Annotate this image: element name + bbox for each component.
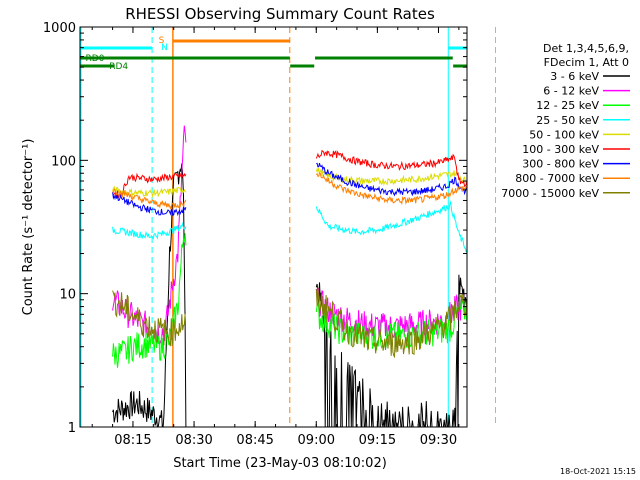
- y-axis: 1 10 100 1000: [43, 21, 467, 436]
- legend-entry-label: 12 - 25 keV: [536, 99, 599, 112]
- x-tick-label: 08:15: [114, 433, 151, 448]
- chart-title: RHESSI Observing Summary Count Rates: [125, 5, 435, 23]
- y-tick-label: 1000: [43, 21, 76, 36]
- legend-header-line: Det 1,3,4,5,6,9,: [543, 42, 629, 55]
- y-tick-label: 1: [68, 421, 76, 436]
- x-axis-label: Start Time (23-May-03 08:10:02): [173, 456, 387, 471]
- y-tick-label: 10: [59, 288, 76, 303]
- legend-entry-label: 3 - 6 keV: [550, 70, 599, 83]
- annotation-label: RD0: [86, 54, 105, 64]
- annotation-label: RD4: [109, 62, 128, 72]
- x-axis: 08:15 08:30 08:45 09:00 09:15 09:30: [91, 27, 460, 448]
- series-line: [112, 200, 468, 290]
- legend-entry-label: 25 - 50 keV: [536, 114, 599, 127]
- x-tick-label: 09:00: [298, 433, 335, 448]
- legend: Det 1,3,4,5,6,9,FDecim 1, Att 03 - 6 keV…: [501, 42, 630, 200]
- plot-frame: [79, 26, 468, 428]
- legend-entry-label: 6 - 12 keV: [543, 85, 599, 98]
- legend-entry-label: 100 - 300 keV: [522, 143, 599, 156]
- annotation-label: S: [159, 36, 165, 46]
- timestamp: 18-Oct-2021 15:15: [560, 467, 636, 476]
- legend-entry-label: 7000 - 15000 keV: [501, 187, 599, 200]
- legend-header-line: FDecim 1, Att 0: [544, 56, 629, 69]
- legend-entry-label: 800 - 7000 keV: [515, 172, 599, 185]
- plot-area: SN RD0 RD4: [80, 27, 497, 428]
- legend-entry-label: 300 - 800 keV: [522, 158, 599, 171]
- y-axis-label: Count Rate (s⁻¹ detector⁻¹): [21, 139, 36, 316]
- x-tick-label: 08:30: [175, 433, 212, 448]
- x-tick-label: 08:45: [236, 433, 273, 448]
- x-tick-label: 09:15: [359, 433, 396, 448]
- legend-entry-label: 50 - 100 keV: [529, 128, 599, 141]
- y-tick-label: 100: [51, 154, 76, 169]
- x-tick-label: 09:30: [420, 433, 457, 448]
- annotation-label: N: [161, 43, 168, 53]
